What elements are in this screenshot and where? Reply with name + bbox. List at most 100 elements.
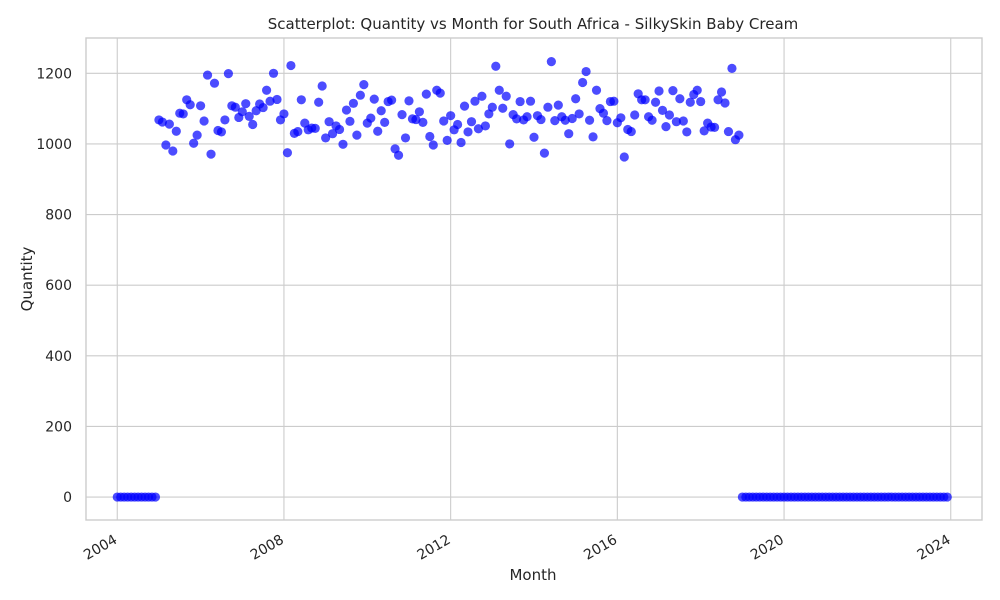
data-point — [692, 85, 702, 95]
data-point — [296, 95, 306, 105]
data-point — [539, 148, 550, 158]
data-point — [723, 126, 734, 137]
data-point — [470, 96, 480, 106]
data-point — [609, 96, 619, 106]
data-point — [477, 91, 487, 101]
x-tick-label: 2020 — [748, 532, 787, 564]
data-point — [529, 132, 539, 142]
data-point — [647, 115, 657, 125]
x-tick-label: 2016 — [581, 532, 620, 564]
data-point — [268, 68, 279, 78]
data-point — [650, 97, 661, 107]
data-point — [244, 111, 254, 121]
data-point — [168, 146, 178, 156]
y-tick-label: 1000 — [36, 137, 72, 153]
data-point — [536, 114, 546, 125]
data-point — [466, 117, 477, 127]
x-tick-label: 2008 — [248, 532, 287, 564]
data-point — [241, 99, 251, 109]
y-tick-labels: 0 200 400 600 800 1000 1200 — [36, 66, 72, 506]
data-point — [505, 139, 515, 149]
data-point — [675, 94, 685, 104]
data-point — [734, 130, 744, 140]
data-point — [387, 95, 397, 105]
data-point — [446, 111, 456, 121]
data-point — [338, 139, 348, 149]
data-point — [453, 119, 463, 130]
x-tick-label: 2004 — [81, 532, 120, 564]
data-point — [619, 152, 629, 162]
data-point — [553, 100, 563, 110]
data-point — [682, 127, 692, 137]
data-point — [598, 108, 609, 118]
data-point — [685, 97, 695, 107]
data-point — [414, 107, 424, 117]
data-point — [216, 127, 227, 137]
data-point — [393, 150, 404, 160]
data-point — [588, 132, 598, 142]
data-point — [713, 95, 723, 105]
data-point — [501, 91, 511, 101]
data-point — [359, 80, 369, 90]
data-point — [578, 77, 588, 88]
data-point — [571, 94, 581, 104]
data-point — [664, 110, 675, 120]
x-tick-label: 2012 — [415, 532, 454, 564]
y-tick-label: 0 — [63, 490, 72, 506]
data-point — [491, 61, 501, 71]
data-point — [574, 109, 584, 119]
data-point — [671, 117, 681, 127]
x-tick-labels: 2004 2008 2012 2016 2020 2024 — [81, 532, 953, 564]
data-point — [366, 113, 376, 123]
data-point — [439, 116, 449, 126]
data-point — [459, 101, 470, 111]
x-axis-label: Month — [509, 566, 556, 584]
data-point — [352, 130, 362, 140]
data-point — [421, 89, 431, 99]
data-point — [567, 113, 577, 124]
data-point — [699, 126, 709, 136]
data-point — [327, 129, 338, 139]
y-tick-label: 800 — [45, 208, 72, 224]
data-point — [522, 112, 532, 122]
data-point — [286, 60, 296, 71]
data-point — [709, 122, 720, 132]
y-tick-label: 1200 — [36, 66, 72, 82]
data-point — [258, 102, 268, 113]
data-point — [657, 105, 668, 115]
data-point — [161, 140, 171, 150]
data-point — [376, 106, 386, 116]
data-point — [525, 96, 536, 106]
data-point — [515, 96, 525, 107]
data-point — [716, 87, 727, 97]
data-point — [616, 113, 626, 123]
y-tick-label: 600 — [45, 278, 72, 294]
data-point — [265, 96, 275, 106]
data-point — [272, 94, 282, 105]
data-point — [314, 97, 324, 107]
data-point — [581, 66, 591, 77]
data-points — [112, 57, 952, 502]
data-point — [345, 116, 355, 126]
data-point — [317, 81, 327, 91]
data-point — [463, 127, 473, 137]
data-point — [348, 98, 359, 108]
data-point — [310, 123, 320, 133]
data-point — [543, 102, 553, 112]
data-point — [727, 63, 737, 73]
data-point — [584, 115, 595, 125]
data-point — [150, 492, 161, 502]
data-point — [293, 126, 303, 137]
data-point — [550, 116, 560, 126]
data-point — [185, 100, 195, 110]
data-point — [494, 85, 504, 95]
data-point — [321, 133, 331, 143]
data-point — [355, 90, 365, 100]
data-point — [696, 96, 706, 107]
data-point — [473, 124, 484, 134]
data-point — [425, 131, 435, 142]
y-tick-label: 400 — [45, 349, 72, 365]
data-point — [654, 86, 664, 96]
data-point — [404, 96, 414, 106]
